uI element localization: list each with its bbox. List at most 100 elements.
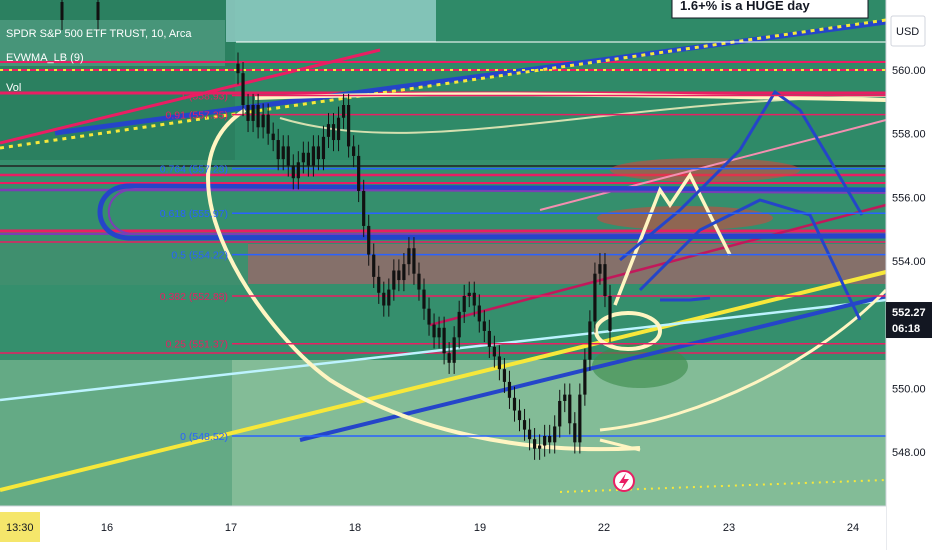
price-tick-label: 548.00 [892, 447, 926, 459]
cream-projection [613, 171, 732, 306]
blue-upper-trendline [54, 19, 887, 136]
cream-arrow [599, 438, 641, 452]
candle-body [372, 254, 376, 277]
fib-level-label: 0.5 (554.22) [171, 250, 228, 262]
candle-body [502, 369, 507, 382]
cream-arc-drawing [206, 108, 641, 452]
price-axis[interactable] [886, 0, 932, 550]
candle-body [442, 327, 446, 354]
top-cyan-box [226, 0, 436, 42]
candle-body [241, 73, 245, 106]
blue-projection [619, 89, 864, 262]
candle-body [588, 321, 592, 360]
candle-body [251, 105, 255, 121]
bar-countdown: 06:18 [892, 323, 920, 335]
candle-body [392, 270, 396, 290]
candle-body [517, 410, 522, 421]
candle-body [477, 305, 481, 322]
candle-body [316, 146, 321, 160]
candle-body [291, 165, 295, 179]
candle-body [402, 264, 406, 281]
candle-body [598, 264, 602, 274]
current-price-tag: 552.27 06:18 [886, 302, 932, 339]
candle-body [432, 324, 436, 338]
candle-body [387, 289, 391, 306]
candle-body [246, 105, 250, 121]
price-tick-label: 558.00 [892, 129, 926, 141]
candle-body [412, 248, 416, 274]
candles-layer [60, 0, 612, 460]
candle-body [331, 124, 336, 141]
candle-body [462, 295, 466, 312]
candle-body [301, 152, 305, 163]
blue-small-projection [660, 296, 711, 302]
resistance-red-box [248, 244, 886, 284]
candle-body [452, 337, 456, 363]
candle-body [538, 445, 542, 449]
time-tick-label: 16 [101, 522, 113, 534]
candle-body [512, 397, 517, 411]
yellow-trendline [0, 270, 887, 492]
candle-body [271, 133, 275, 141]
price-tick-label: 556.00 [892, 192, 926, 204]
red-zone-ellipse [597, 206, 773, 230]
pink-trendline [539, 119, 887, 211]
note-box[interactable] [671, 0, 869, 19]
candle-body [457, 311, 461, 338]
time-tick-label: 18 [349, 522, 361, 534]
candle-body [437, 327, 441, 338]
candle-body [362, 190, 366, 226]
currency-button[interactable] [890, 15, 926, 47]
candle-body [482, 321, 486, 331]
candle-body [261, 114, 265, 128]
candle-body [382, 292, 386, 306]
time-tick-label: 24 [847, 522, 859, 534]
candle-body [346, 105, 351, 147]
currency-label: USD [896, 26, 919, 38]
candle-body [573, 423, 577, 443]
candle-body [352, 146, 356, 156]
magenta-trendline [429, 203, 887, 327]
candle-body [407, 248, 411, 265]
drawing-lines-layer [0, 18, 888, 493]
candle-body [60, 2, 64, 20]
candle-body [548, 435, 552, 443]
legend-indicator: EVWMA_LB (9) [6, 52, 84, 64]
candle-body [357, 155, 361, 191]
time-tick-label: 23 [723, 522, 735, 534]
candle-body [417, 273, 421, 290]
candle-body [256, 105, 260, 128]
price-tick-label: 550.00 [892, 383, 926, 395]
current-price: 552.27 [892, 307, 926, 319]
price-tick-label: 560.00 [892, 65, 926, 77]
legend-symbol: SPDR S&P 500 ETF TRUST, 10, Arca [6, 28, 192, 40]
candle-body [286, 146, 290, 166]
red-zone-ellipse [610, 158, 800, 182]
candle-body [578, 394, 582, 443]
candle-body [397, 270, 401, 281]
candle-body [341, 105, 346, 118]
candle-body [593, 273, 597, 322]
candle-body [367, 225, 371, 255]
candle-body [422, 289, 426, 309]
lightning-bolt-icon[interactable] [613, 470, 635, 492]
candle-body [236, 63, 240, 74]
note-text: 1.6+% is a HUGE day [680, 0, 810, 13]
candle-body [568, 394, 572, 424]
candle-body [492, 346, 496, 357]
candle-body [281, 146, 285, 160]
candle-body [447, 353, 451, 363]
candle-body [543, 435, 547, 446]
candle-body [608, 295, 612, 331]
candle-body [553, 426, 557, 443]
time-axis[interactable] [0, 506, 886, 550]
green-zone-ellipse [592, 344, 688, 388]
candle-body [472, 292, 476, 306]
candle-body [266, 114, 270, 134]
candle-body [276, 140, 280, 160]
candle-body [321, 136, 326, 160]
cream-circle [594, 311, 662, 351]
candle-body [377, 276, 381, 293]
time-badge-text: 13:30 [6, 522, 34, 534]
